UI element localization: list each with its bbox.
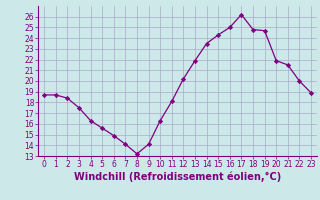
X-axis label: Windchill (Refroidissement éolien,°C): Windchill (Refroidissement éolien,°C) bbox=[74, 172, 281, 182]
